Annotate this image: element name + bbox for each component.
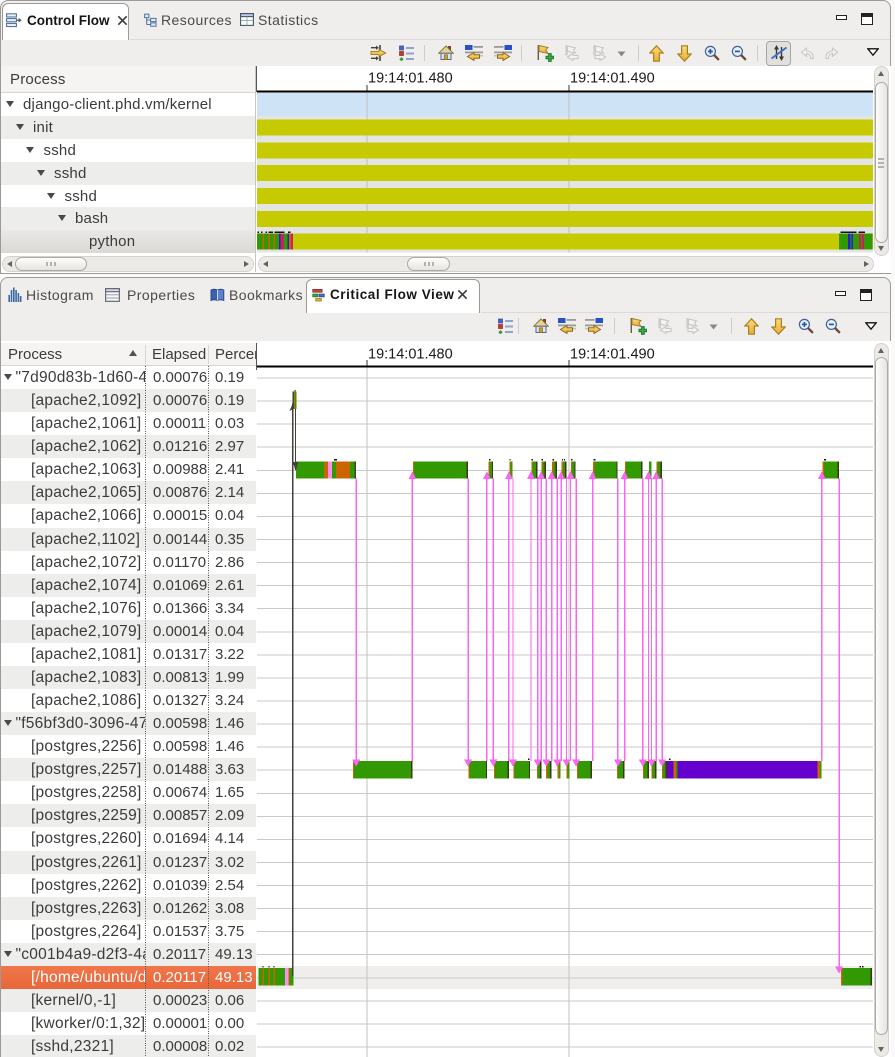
- svg-text:19:14:01.480: 19:14:01.480: [368, 71, 453, 87]
- svg-text:19:14:01.480: 19:14:01.480: [368, 347, 453, 363]
- svg-text:19:14:01.490: 19:14:01.490: [570, 71, 655, 87]
- svg-text:19:14:01.490: 19:14:01.490: [570, 347, 655, 363]
